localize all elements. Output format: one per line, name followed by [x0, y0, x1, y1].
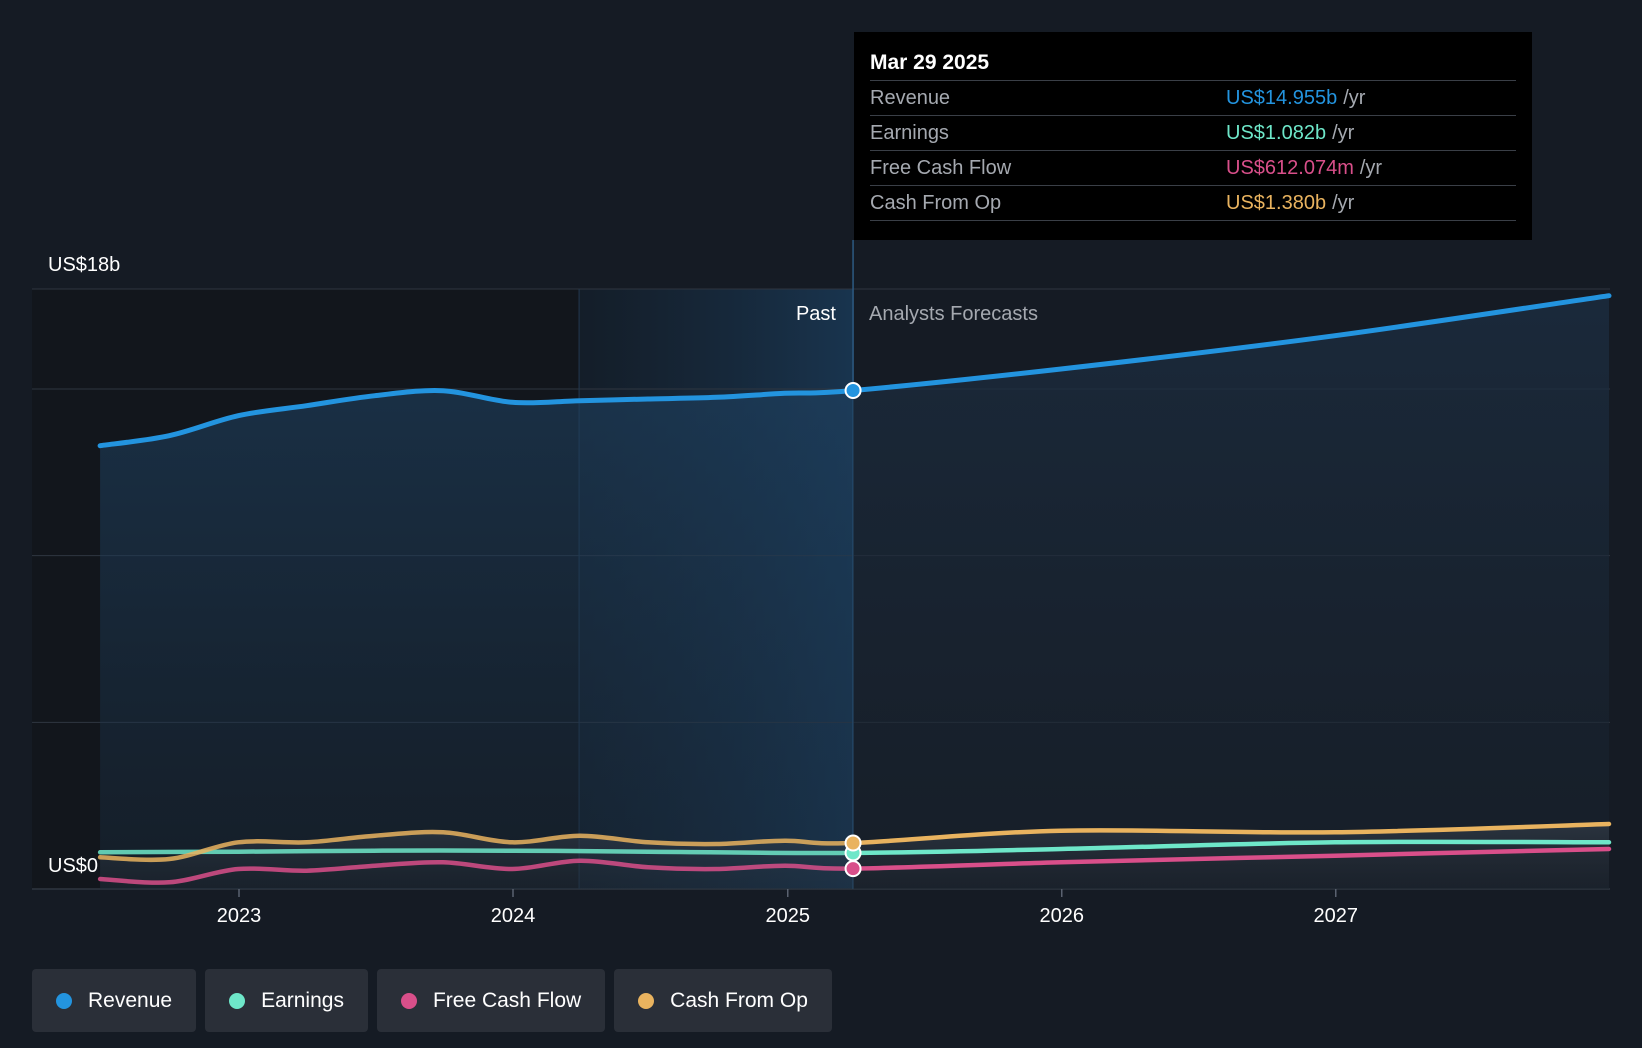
tooltip-row-revenue: Revenue US$14.955b/yr: [870, 81, 1516, 116]
revenue-area-forecast: [853, 295, 1609, 889]
past-region-label: Past: [796, 303, 836, 325]
series-lines: [97, 293, 1612, 885]
series-line-cash-from-op-past: [97, 829, 854, 863]
tooltip-label: Earnings: [870, 122, 949, 144]
legend-label: Revenue: [88, 988, 173, 1012]
series-line-earnings-past: [97, 848, 854, 856]
x-tick-label: 2026: [1040, 905, 1085, 927]
legend-item-earnings[interactable]: Earnings: [205, 969, 368, 1032]
series-line-revenue-forecast: [853, 293, 1612, 394]
tooltip-label: Revenue: [870, 87, 951, 109]
x-tick-label: 2027: [1314, 905, 1359, 927]
tooltip-value-wrap: US$612.074m/yr: [1226, 151, 1382, 185]
data-point-marker: [844, 860, 862, 878]
legend-label: Cash From Op: [670, 988, 808, 1012]
x-tick-label: 2023: [217, 905, 262, 927]
tooltip-unit: /yr: [1332, 122, 1355, 144]
x-tick-label: 2024: [491, 905, 536, 927]
circle-dot-icon: [638, 992, 655, 1009]
forecast-region-label: Analysts Forecasts: [869, 303, 1038, 325]
tooltip-label: Cash From Op: [870, 192, 1002, 214]
circle-dot-icon: [56, 992, 72, 1009]
circle-dot-icon: [229, 992, 246, 1009]
legend-item-cash-from-op[interactable]: Cash From Op: [614, 969, 832, 1032]
tooltip-value: US$612.074m: [1226, 157, 1354, 179]
revenue-area-past: [100, 390, 854, 889]
tooltip-unit: /yr: [1332, 192, 1355, 214]
legend-item-revenue[interactable]: Revenue: [32, 969, 197, 1032]
tooltip-value: US$1.082b: [1226, 122, 1327, 144]
tooltip-unit: /yr: [1359, 157, 1383, 179]
tooltip-row-cash-from-op: Cash From Op US$1.380b/yr: [870, 186, 1516, 221]
circle-dot-icon: [400, 992, 417, 1009]
axis-text: US$18b US$0 Past Analysts Forecasts: [48, 254, 1038, 877]
series-line-earnings-forecast: [853, 839, 1612, 856]
legend-label: Earnings: [261, 988, 344, 1012]
hover-markers: [844, 382, 862, 878]
tooltip-label: Free Cash Flow: [870, 157, 1012, 179]
chart-legend: Revenue Earnings Free Cash Flow Cash Fro…: [32, 969, 832, 1032]
hover-tooltip: Mar 29 2025 Revenue US$14.955b/yr Earnin…: [854, 32, 1532, 240]
tooltip-unit: /yr: [1343, 87, 1366, 109]
tooltip-value: US$14.955b: [1226, 87, 1338, 109]
data-point-marker: [844, 834, 862, 852]
x-tick-label: 2025: [766, 905, 811, 927]
series-line-free-cash-flow-past: [97, 858, 854, 885]
tooltip-value-wrap: US$1.380b/yr: [1226, 186, 1354, 220]
tooltip-row-earnings: Earnings US$1.082b/yr: [870, 116, 1516, 151]
tooltip-value-wrap: US$14.955b/yr: [1226, 81, 1365, 115]
tooltip-date: Mar 29 2025: [870, 46, 1516, 81]
data-point-marker: [844, 382, 862, 399]
x-axis-ticks: 2023 2024 2025 2026 2027: [217, 889, 1358, 927]
series-line-free-cash-flow-forecast: [853, 846, 1612, 871]
tooltip-row-free-cash-flow: Free Cash Flow US$612.074m/yr: [870, 151, 1516, 186]
tooltip-value-wrap: US$1.082b/yr: [1226, 116, 1354, 150]
legend-item-free-cash-flow[interactable]: Free Cash Flow: [376, 969, 606, 1032]
y-axis-bottom-label: US$0: [48, 855, 98, 877]
series-line-cash-from-op-forecast: [853, 821, 1612, 846]
legend-label: Free Cash Flow: [432, 988, 582, 1012]
y-axis-top-label: US$18b: [48, 254, 120, 276]
tooltip-value: US$1.380b: [1226, 192, 1327, 214]
series-line-revenue-past: [97, 387, 854, 449]
